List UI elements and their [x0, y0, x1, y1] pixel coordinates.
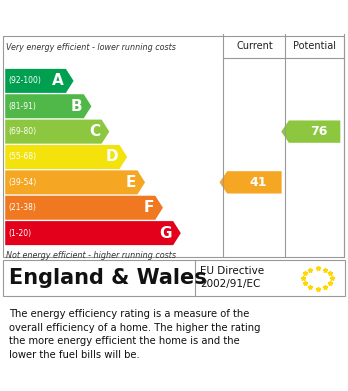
Polygon shape [281, 120, 340, 143]
Text: E: E [125, 175, 136, 190]
Text: B: B [70, 99, 82, 114]
Text: The energy efficiency rating is a measure of the
overall efficiency of a home. T: The energy efficiency rating is a measur… [9, 309, 260, 360]
Polygon shape [5, 196, 163, 220]
Text: 41: 41 [250, 176, 267, 189]
Text: England & Wales: England & Wales [9, 268, 206, 289]
Text: (69-80): (69-80) [8, 127, 36, 136]
Polygon shape [5, 145, 127, 169]
Text: Very energy efficient - lower running costs: Very energy efficient - lower running co… [6, 43, 176, 52]
Text: 76: 76 [310, 125, 327, 138]
Polygon shape [5, 120, 109, 143]
Text: C: C [89, 124, 100, 139]
Text: Current: Current [236, 41, 273, 51]
Text: (21-38): (21-38) [8, 203, 36, 212]
Text: (1-20): (1-20) [8, 229, 31, 238]
Text: EU Directive
2002/91/EC: EU Directive 2002/91/EC [200, 266, 264, 289]
Text: Not energy efficient - higher running costs: Not energy efficient - higher running co… [6, 251, 176, 260]
Polygon shape [5, 94, 92, 118]
Text: (92-100): (92-100) [8, 76, 41, 85]
Text: Energy Efficiency Rating: Energy Efficiency Rating [9, 9, 230, 25]
Text: G: G [159, 226, 172, 240]
Text: (55-68): (55-68) [8, 152, 36, 161]
Text: F: F [143, 200, 153, 215]
Polygon shape [5, 170, 145, 194]
Polygon shape [220, 171, 282, 194]
Text: A: A [53, 74, 64, 88]
Text: Potential: Potential [293, 41, 336, 51]
Text: (81-91): (81-91) [8, 102, 36, 111]
Polygon shape [5, 69, 73, 93]
Text: D: D [105, 149, 118, 165]
Polygon shape [5, 221, 181, 245]
Text: (39-54): (39-54) [8, 178, 36, 187]
